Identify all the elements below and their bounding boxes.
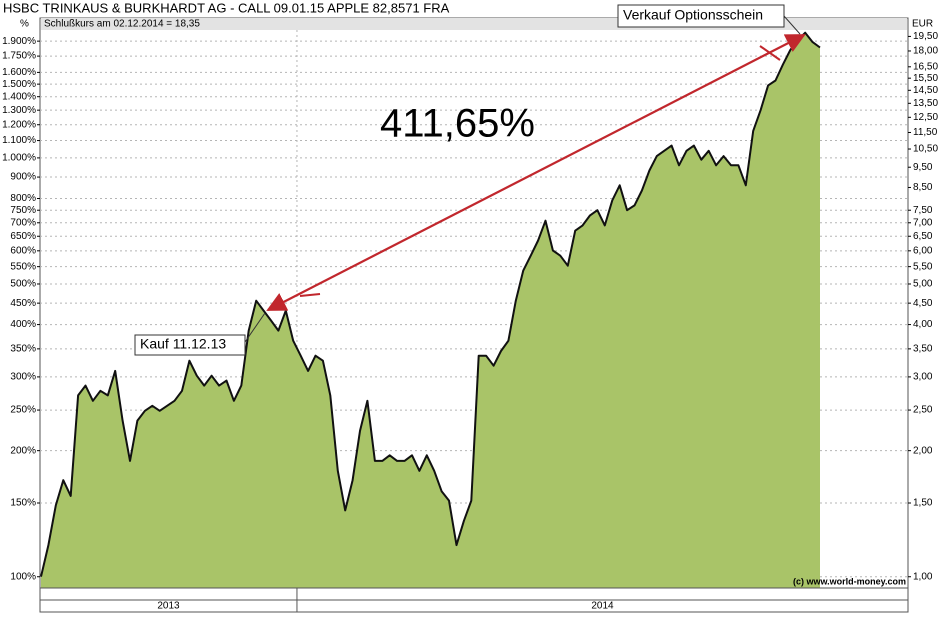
x-period-label: 2014 xyxy=(591,601,614,612)
annotations: 411,65% Kauf 11.12.13 Verkauf Optionssch… xyxy=(134,4,906,586)
y-tick-label: 1.100% xyxy=(2,135,36,146)
y2-tick-label: 9,50 xyxy=(913,162,933,173)
y-tick-label: 100% xyxy=(10,571,36,582)
y-axis-label: % xyxy=(20,19,29,30)
credit: (c) www.world-money.com xyxy=(793,576,906,586)
y2-tick-label: 7,50 xyxy=(913,205,933,216)
y2-tick-label: 18,00 xyxy=(913,46,938,57)
chart-title: HSBC TRINKAUS & BURKHARDT AG - CALL 09.0… xyxy=(3,0,450,15)
y-tick-label: 550% xyxy=(10,261,36,272)
y2-tick-label: 3,50 xyxy=(913,344,933,355)
area xyxy=(41,32,820,588)
y-tick-label: 1.200% xyxy=(2,119,36,130)
y-tick-label: 1.900% xyxy=(2,36,36,47)
y-tick-label: 250% xyxy=(10,405,36,416)
y2-tick-label: 5,00 xyxy=(913,279,933,290)
y-tick-label: 750% xyxy=(10,205,36,216)
y-tick-label: 1.300% xyxy=(2,105,36,116)
y2-tick-label: 16,50 xyxy=(913,61,938,72)
y2-tick-label: 10,50 xyxy=(913,144,938,155)
y-tick-label: 400% xyxy=(10,319,36,330)
y2-tick-label: 15,50 xyxy=(913,73,938,84)
sell-label: Verkauf Optionsschein xyxy=(623,7,763,23)
y-tick-label: 150% xyxy=(10,498,36,509)
y2-tick-label: 14,50 xyxy=(913,85,938,96)
y-tick-label: 1.600% xyxy=(2,67,36,78)
y2-tick-label: 8,50 xyxy=(913,182,933,193)
y-tick-label: 450% xyxy=(10,298,36,309)
y-tick-label: 700% xyxy=(10,217,36,228)
arrow-stroke xyxy=(299,293,321,297)
y2-tick-label: 19,50 xyxy=(913,31,938,42)
label-box xyxy=(617,4,785,28)
y-tick-label: 500% xyxy=(10,279,36,290)
y-tick-label: 300% xyxy=(10,372,36,383)
arrow-stroke xyxy=(759,45,781,61)
buy-label: Kauf 11.12.13 xyxy=(140,336,226,352)
y2-tick-label: 4,00 xyxy=(913,319,933,330)
y2-tick-label: 5,50 xyxy=(913,261,933,272)
y-tick-label: 1.500% xyxy=(2,79,36,90)
y-tick-label: 1.000% xyxy=(2,153,36,164)
y-tick-label: 800% xyxy=(10,193,36,204)
y-tick-label: 650% xyxy=(10,231,36,242)
subtitle: Schlußkurs am 02.12.2014 = 18,35 xyxy=(44,19,200,30)
y2-tick-label: 6,50 xyxy=(913,231,933,242)
y-tick-label: 600% xyxy=(10,245,36,256)
y2-axis-label: EUR xyxy=(912,19,933,30)
y2-tick-label: 1,00 xyxy=(913,571,933,582)
y-tick-label: 350% xyxy=(10,344,36,355)
leader-line xyxy=(242,312,266,346)
y2-tick-label: 2,50 xyxy=(913,405,933,416)
y-tick-label: 1.400% xyxy=(2,91,36,102)
y2-tick-label: 12,50 xyxy=(913,112,938,123)
y2-tick-label: 2,00 xyxy=(913,445,933,456)
y2-tick-label: 13,50 xyxy=(913,98,938,109)
performance-label: 411,65% xyxy=(380,102,535,146)
y2-tick-label: 7,00 xyxy=(913,217,933,228)
x-period-label: 2013 xyxy=(157,601,180,612)
y2-tick-label: 11,50 xyxy=(913,127,938,138)
y-tick-label: 900% xyxy=(10,172,36,183)
y2-tick-label: 4,50 xyxy=(913,298,933,309)
y-tick-label: 200% xyxy=(10,445,36,456)
performance-arrow xyxy=(266,34,806,311)
leader-line xyxy=(783,15,801,35)
label-box xyxy=(134,334,246,356)
y-tick-label: 1.750% xyxy=(2,51,36,62)
y2-tick-label: 1,50 xyxy=(913,498,933,509)
y2-tick-label: 3,00 xyxy=(913,372,933,383)
y2-tick-label: 6,00 xyxy=(913,245,933,256)
